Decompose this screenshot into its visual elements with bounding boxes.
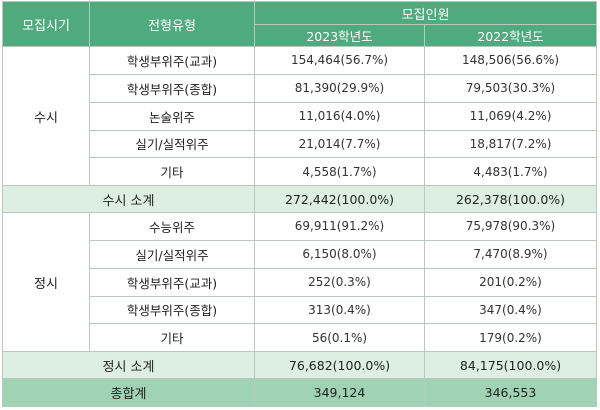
value-2022: 18,817(7.2%) [424, 129, 597, 159]
value-2023: 21,014(7.7%) [254, 129, 425, 159]
value-2023: 56(0.1%) [254, 323, 425, 353]
header-year-2023: 2023학년도 [254, 24, 425, 47]
type-cell: 학생부위주(종합) [89, 295, 255, 325]
type-cell: 논술위주 [89, 101, 255, 131]
value-2023: 252(0.3%) [254, 267, 425, 297]
header-year-2022: 2022학년도 [424, 24, 597, 47]
value-2023: 313(0.4%) [254, 295, 425, 325]
type-cell: 학생부위주(교과) [89, 46, 255, 75]
total-row: 총합계 349,124 346,553 [2, 378, 597, 407]
type-cell: 실기/실적위주 [89, 129, 255, 159]
value-2022: 7,470(8.9%) [424, 239, 597, 269]
value-2023: 6,150(8.0%) [254, 239, 425, 269]
total-2023: 349,124 [254, 378, 425, 407]
table-row: 실기/실적위주 21,014(7.7%) 18,817(7.2%) [3, 129, 597, 159]
value-2023: 154,464(56.7%) [254, 46, 425, 75]
table-row: 기타 4,558(1.7%) 4,483(1.7%) [3, 157, 597, 187]
subtotal-label: 수시 소계 [2, 185, 255, 214]
subtotal-row-susi: 수시 소계 272,442(100.0%) 262,378(100.0%) [2, 185, 597, 214]
value-2022: 179(0.2%) [424, 323, 597, 353]
value-2022: 4,483(1.7%) [424, 157, 597, 187]
table-row: 실기/실적위주 6,150(8.0%) 7,470(8.9%) [3, 239, 597, 269]
header-period: 모집시기 [2, 1, 90, 47]
total-label: 총합계 [2, 378, 255, 407]
subtotal-label: 정시 소계 [2, 351, 255, 380]
type-cell: 학생부위주(종합) [89, 73, 255, 103]
header-type: 전형유형 [89, 1, 255, 47]
type-cell: 기타 [89, 323, 255, 353]
subtotal-2023: 76,682(100.0%) [254, 351, 425, 380]
table-row: 학생부위주(종합) 313(0.4%) 347(0.4%) [3, 295, 597, 325]
header-recruit: 모집인원 [254, 1, 597, 25]
subtotal-2022: 84,175(100.0%) [424, 351, 597, 380]
value-2023: 11,016(4.0%) [254, 101, 425, 131]
subtotal-row-jeongsi: 정시 소계 76,682(100.0%) 84,175(100.0%) [2, 351, 597, 380]
value-2022: 75,978(90.3%) [424, 212, 597, 241]
type-cell: 학생부위주(교과) [89, 267, 255, 297]
total-2022: 346,553 [424, 378, 597, 407]
period-susi: 수시 [2, 45, 90, 187]
value-2022: 79,503(30.3%) [424, 73, 597, 103]
value-2022: 347(0.4%) [424, 295, 597, 325]
subtotal-2023: 272,442(100.0%) [254, 185, 425, 214]
table-row: 기타 56(0.1%) 179(0.2%) [3, 323, 597, 353]
period-jeongsi: 정시 [2, 212, 90, 353]
type-cell: 수능위주 [89, 212, 255, 241]
value-2022: 201(0.2%) [424, 267, 597, 297]
value-2023: 4,558(1.7%) [254, 157, 425, 187]
type-cell: 실기/실적위주 [89, 239, 255, 269]
table-row: 학생부위주(교과) 252(0.3%) 201(0.2%) [3, 267, 597, 297]
value-2023: 81,390(29.9%) [254, 73, 425, 103]
value-2022: 148,506(56.6%) [424, 46, 597, 75]
type-cell: 기타 [89, 157, 255, 187]
table-row: 정시 수능위주 69,911(91.2%) 75,978(90.3%) [2, 212, 597, 353]
subtotal-2022: 262,378(100.0%) [424, 185, 597, 214]
table-row: 학생부위주(종합) 81,390(29.9%) 79,503(30.3%) [3, 73, 597, 103]
table-row: 수시 학생부위주(교과) 154,464(56.7%) 148,506(56.6… [2, 45, 597, 187]
value-2022: 11,069(4.2%) [424, 101, 597, 131]
table-row: 논술위주 11,016(4.0%) 11,069(4.2%) [3, 101, 597, 131]
value-2023: 69,911(91.2%) [254, 212, 425, 241]
